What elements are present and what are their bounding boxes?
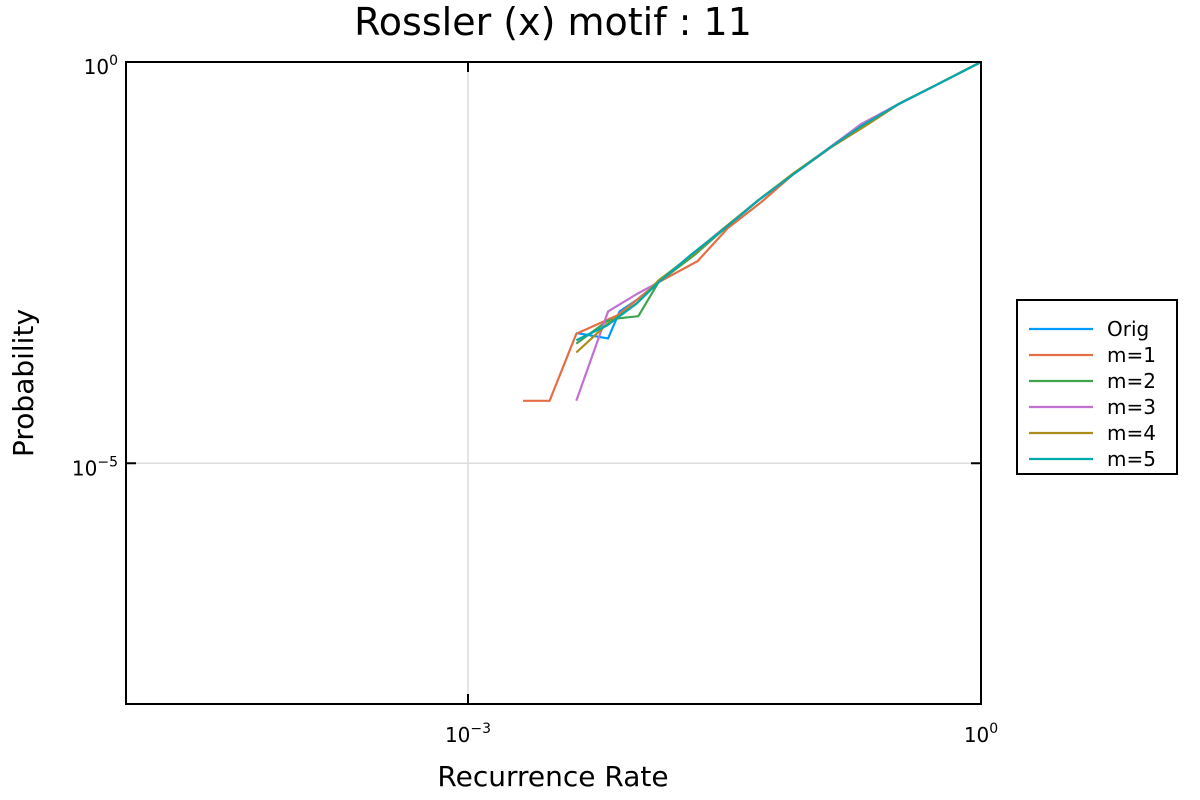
series-line-m-4: [575, 61, 982, 354]
series-line-m-3: [575, 61, 982, 402]
x-tick-label: 10−3: [445, 721, 491, 747]
y-tick-label: 100: [84, 53, 118, 79]
chart-title: Rossler (x) motif : 11: [354, 0, 752, 44]
series-line-m-1: [523, 61, 982, 402]
grid-lines: [126, 61, 982, 704]
x-axis-title: Recurrence Rate: [437, 760, 668, 793]
legend-label: m=3: [1107, 395, 1156, 419]
plot-frame: [125, 61, 982, 705]
series-line-m-5: [575, 61, 982, 342]
legend-label: m=5: [1107, 447, 1156, 471]
y-axis-title: Probability: [7, 309, 40, 457]
y-tick-label: 10−5: [72, 454, 118, 480]
legend-label: m=1: [1107, 343, 1156, 367]
series-group: [523, 61, 982, 402]
legend-label: m=4: [1107, 421, 1156, 445]
legend-label: m=2: [1107, 369, 1156, 393]
legend-label: Orig: [1107, 317, 1149, 341]
x-tick-label: 100: [964, 721, 998, 747]
series-line-orig: [576, 61, 982, 340]
axis-ticks: 10−3 100 10−5 100: [72, 53, 998, 747]
series-line-m-2: [575, 61, 982, 345]
